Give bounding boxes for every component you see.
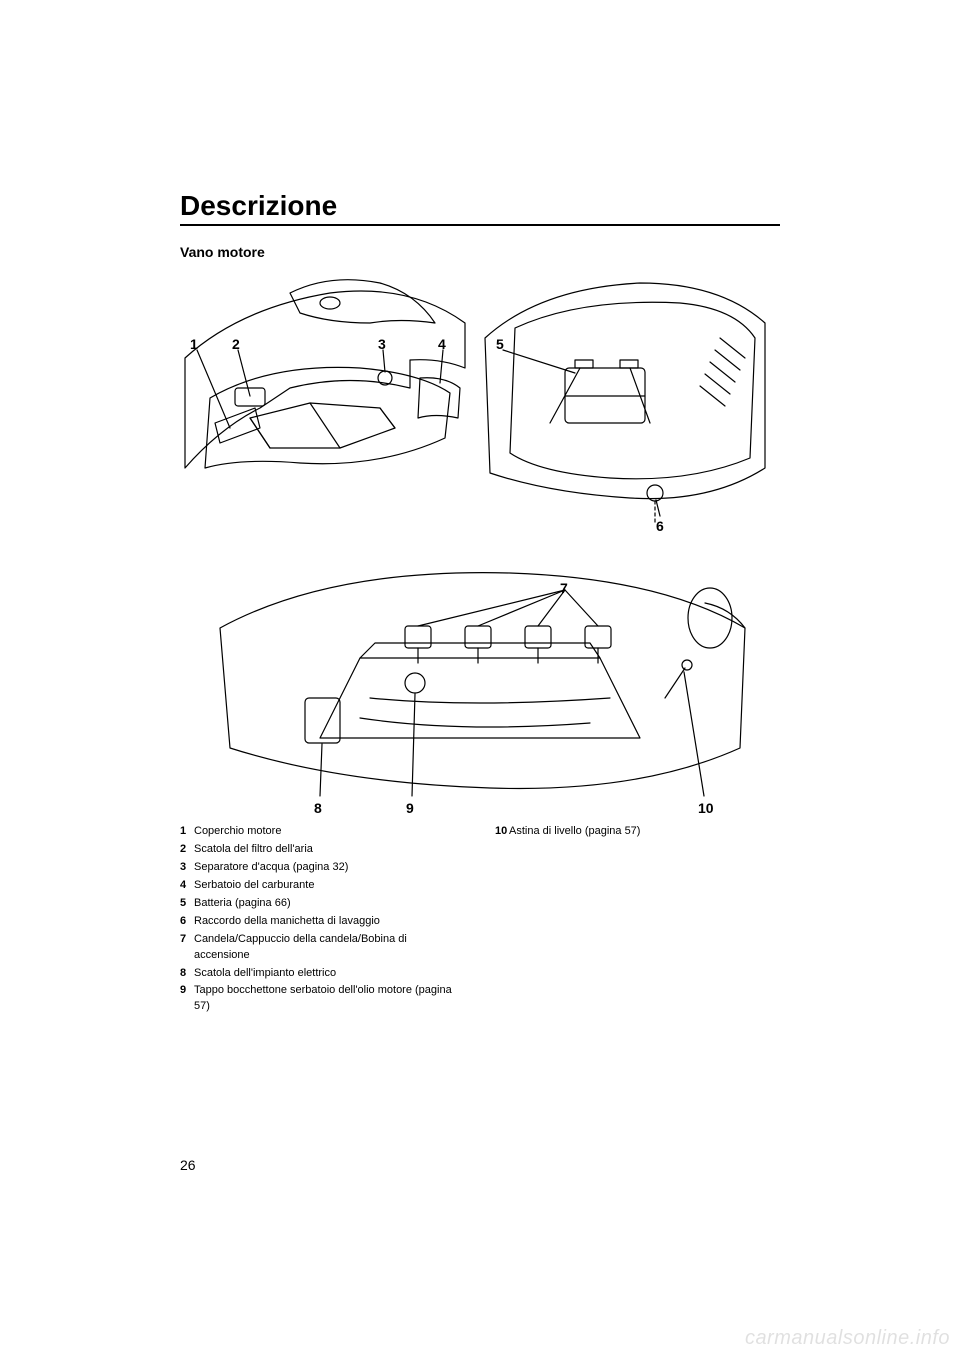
legend-item: 5Batteria (pagina 66)	[180, 896, 465, 912]
page-number: 26	[180, 1157, 196, 1173]
legend-column-right: 10Astina di livello (pagina 57)	[495, 824, 780, 1017]
legend-item-number: 2	[180, 842, 194, 858]
callout-number: 1	[190, 336, 198, 352]
legend-item-number: 4	[180, 878, 194, 894]
legend-item-number: 5	[180, 896, 194, 912]
legend-item: 6Raccordo della manichetta di lavaggio	[180, 914, 465, 930]
callout-number: 4	[438, 336, 446, 352]
section-title: Descrizione	[180, 190, 780, 226]
legend-item: 1Coperchio motore	[180, 824, 465, 840]
callout-number: 9	[406, 800, 414, 816]
legend-item-text: Coperchio motore	[194, 824, 465, 840]
diagram-battery-compartment: 56	[480, 268, 770, 538]
sub-title: Vano motore	[180, 244, 780, 260]
legend-item-text: Raccordo della manichetta di lavaggio	[194, 914, 465, 930]
watermark: carmanualsonline.info	[745, 1327, 950, 1350]
legend-column-left: 1Coperchio motore2Scatola del filtro del…	[180, 824, 465, 1017]
page-content: Descrizione Vano motore	[180, 190, 780, 1017]
callout-number: 10	[698, 800, 714, 816]
legend-item-text: Astina di livello (pagina 57)	[509, 824, 780, 840]
legend-item-text: Serbatoio del carburante	[194, 878, 465, 894]
diagram-engine-detail: 7 8 9 10	[210, 548, 750, 818]
legend-item: 4Serbatoio del carburante	[180, 878, 465, 894]
legend-item: 10Astina di livello (pagina 57)	[495, 824, 780, 840]
callout-number: 3	[378, 336, 386, 352]
diagram-engine-front: 1 2 3 4	[180, 268, 470, 538]
legend-item-text: Scatola dell'impianto elettrico	[194, 966, 465, 982]
legend-item-text: Tappo bocchettone serbatoio dell'olio mo…	[194, 983, 465, 1015]
legend-item: 7Candela/Cappuccio della candela/Bobina …	[180, 932, 465, 964]
legend-item-number: 3	[180, 860, 194, 876]
legend-item-text: Batteria (pagina 66)	[194, 896, 465, 912]
legend-item-number: 9	[180, 983, 194, 1015]
legend-item: 8Scatola dell'impianto elettrico	[180, 966, 465, 982]
legend-item-number: 10	[495, 824, 509, 840]
legend-item-number: 1	[180, 824, 194, 840]
callout-number: 7	[560, 580, 568, 596]
manual-page: Descrizione Vano motore	[0, 0, 960, 1358]
legend-item: 9Tappo bocchettone serbatoio dell'olio m…	[180, 983, 465, 1015]
legend: 1Coperchio motore2Scatola del filtro del…	[180, 824, 780, 1017]
legend-item-number: 6	[180, 914, 194, 930]
legend-item-number: 8	[180, 966, 194, 982]
callout-number: 2	[232, 336, 240, 352]
legend-item-text: Candela/Cappuccio della candela/Bobina d…	[194, 932, 465, 964]
legend-item: 2Scatola del filtro dell'aria	[180, 842, 465, 858]
callout-number: 5	[496, 336, 504, 352]
legend-item: 3Separatore d'acqua (pagina 32)	[180, 860, 465, 876]
legend-item-text: Scatola del filtro dell'aria	[194, 842, 465, 858]
legend-item-number: 7	[180, 932, 194, 964]
legend-item-text: Separatore d'acqua (pagina 32)	[194, 860, 465, 876]
callout-number: 6	[656, 518, 664, 534]
diagram-row-top: 1 2 3 4	[180, 268, 780, 538]
callout-number: 8	[314, 800, 322, 816]
